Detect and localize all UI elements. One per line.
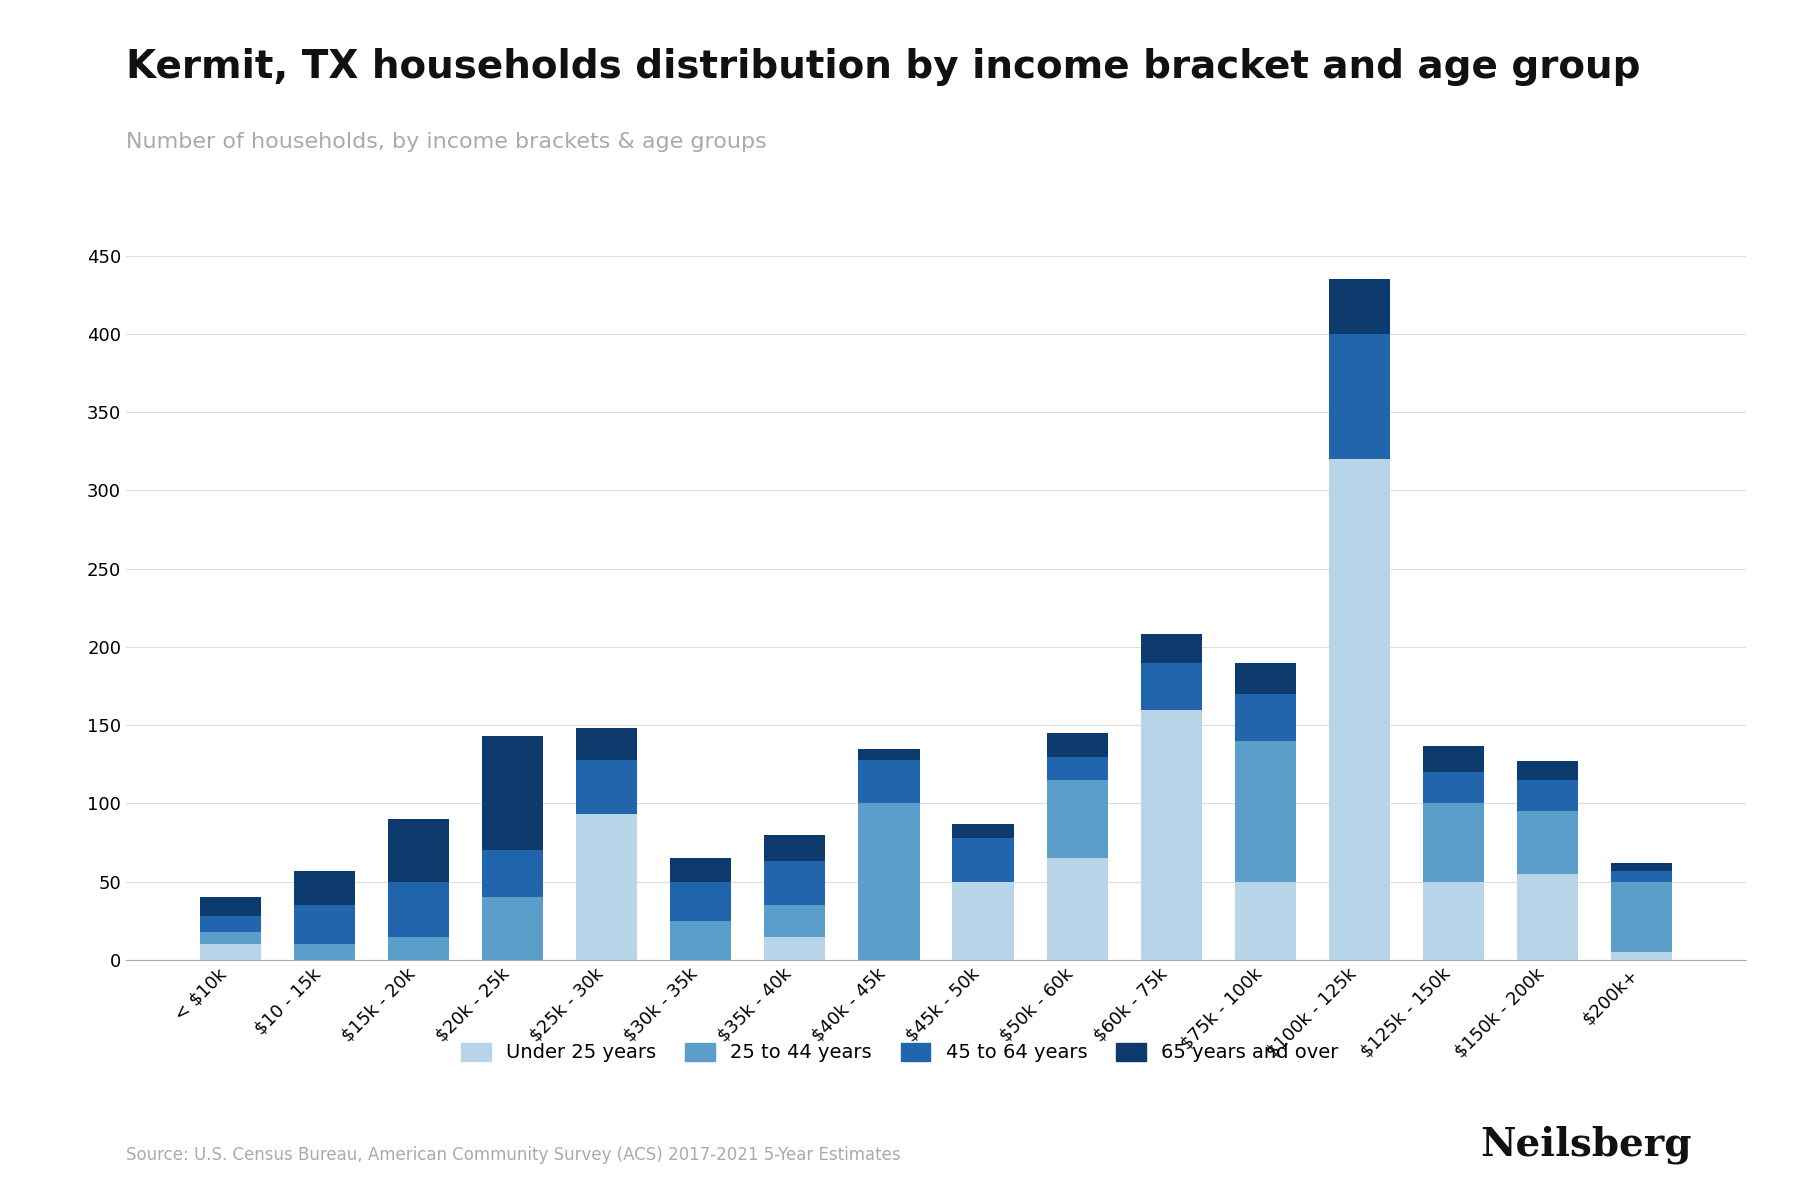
Bar [482,851,544,898]
Bar [765,905,826,936]
Bar [1235,882,1296,960]
Bar [200,898,261,916]
Bar [1328,280,1390,334]
Bar [1517,780,1579,811]
Bar [670,858,731,882]
Text: Number of households, by income brackets & age groups: Number of households, by income brackets… [126,132,767,152]
Bar [1046,733,1107,756]
Bar [765,936,826,960]
Bar [387,820,448,882]
Bar [293,944,355,960]
Bar [952,838,1013,882]
Bar [1046,756,1107,780]
Bar [387,936,448,960]
Bar [200,932,261,944]
Bar [859,804,920,960]
Bar [1424,882,1485,960]
Bar [1328,460,1390,960]
Bar [1235,740,1296,882]
Bar [482,736,544,851]
Bar [293,871,355,905]
Bar [576,728,637,760]
Bar [1611,952,1672,960]
Bar [293,905,355,944]
Bar [1141,709,1202,960]
Text: Kermit, TX households distribution by income bracket and age group: Kermit, TX households distribution by in… [126,48,1640,86]
Bar [1517,874,1579,960]
Bar [1517,761,1579,780]
Bar [1141,635,1202,662]
Bar [482,898,544,960]
Bar [200,944,261,960]
Bar [952,882,1013,960]
Bar [1424,745,1485,772]
Bar [1235,694,1296,740]
Bar [859,749,920,760]
Bar [1235,662,1296,694]
Bar [1141,662,1202,709]
Bar [670,920,731,960]
Bar [1424,804,1485,882]
Text: Source: U.S. Census Bureau, American Community Survey (ACS) 2017-2021 5-Year Est: Source: U.S. Census Bureau, American Com… [126,1146,900,1164]
Bar [1611,882,1672,952]
Bar [765,862,826,905]
Bar [1611,871,1672,882]
Bar [859,760,920,804]
Bar [387,882,448,936]
Bar [1046,858,1107,960]
Bar [576,760,637,815]
Legend: Under 25 years, 25 to 44 years, 45 to 64 years, 65 years and over: Under 25 years, 25 to 44 years, 45 to 64… [454,1036,1346,1070]
Bar [1424,772,1485,804]
Bar [765,835,826,862]
Text: Neilsberg: Neilsberg [1480,1126,1692,1164]
Bar [200,916,261,932]
Bar [670,882,731,920]
Bar [1046,780,1107,858]
Bar [1611,863,1672,871]
Bar [1517,811,1579,874]
Bar [952,824,1013,838]
Bar [576,815,637,960]
Bar [1328,334,1390,460]
